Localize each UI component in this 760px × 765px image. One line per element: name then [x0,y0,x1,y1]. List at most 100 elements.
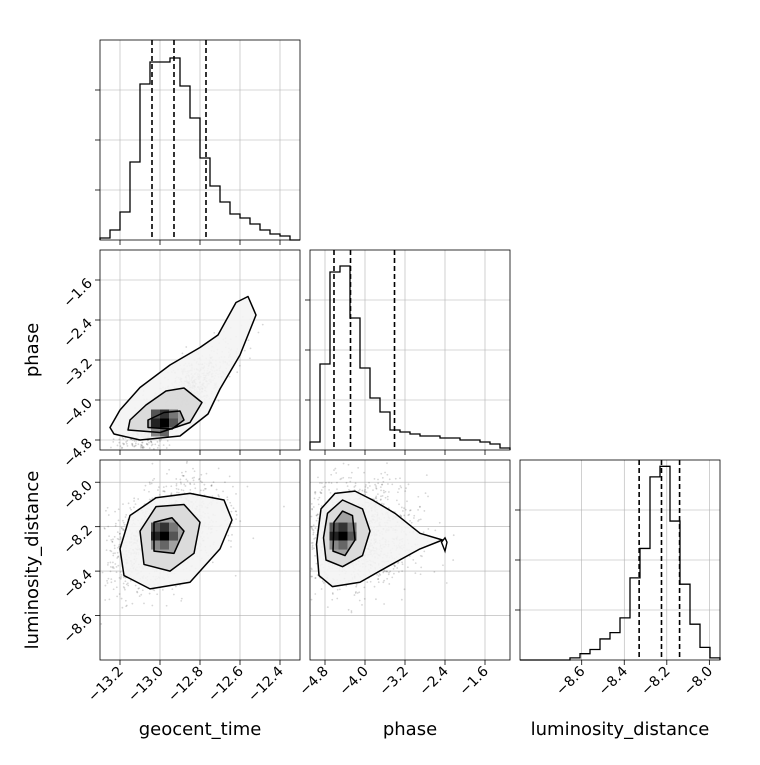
contour-geocent-time-phase-sample [116,444,119,447]
contour-geocent-time-luminosity-distance-sample [124,588,126,591]
contour-phase-luminosity-distance-sample [423,550,426,553]
contour-geocent-time-phase-sample [141,446,144,449]
contour-phase-luminosity-distance-sample [373,585,376,588]
contour-geocent-time-luminosity-distance-sample [163,490,165,493]
contour-geocent-time-phase-sample [142,447,144,450]
contour-geocent-time-luminosity-distance-sample [109,570,112,573]
contour-phase-luminosity-distance-sample [366,581,369,584]
contour-geocent-time-luminosity-distance-sample [119,536,122,539]
contour-geocent-time-luminosity-distance-sample [193,476,196,479]
contour-geocent-time-luminosity-distance-sample [104,599,107,601]
contour-geocent-time-luminosity-distance-sample [151,497,154,500]
contour-phase-luminosity-distance-sample [334,467,337,470]
contour-geocent-time-luminosity-distance-sample [107,561,109,564]
contour-geocent-time-luminosity-distance-sample [140,593,143,596]
contour-phase-luminosity-distance-contour-0 [315,490,444,588]
contour-phase-luminosity-distance-sample [375,485,377,488]
hist-geocent-time-bar-15 [250,224,260,240]
contour-phase-luminosity-distance-sample [377,478,379,481]
axis-luminosity-distance-xtick-label-3: −8.0 [681,664,716,699]
contour-phase-luminosity-distance-sample [387,507,390,509]
contour-geocent-time-luminosity-distance-sample [163,490,166,493]
contour-geocent-time-luminosity-distance-sample [170,485,173,488]
contour-geocent-time-phase-sample [141,446,144,449]
contour-geocent-time-luminosity-distance-sample [104,584,107,587]
hist-phase-bar-3 [340,266,350,450]
hist-geocent-time-xticks [119,240,281,245]
contour-geocent-time-phase-sample [142,445,145,448]
hist-phase-step [309,265,511,450]
contour-geocent-time-luminosity-distance-sample [157,489,159,491]
contour-geocent-time-luminosity-distance-sample [193,470,196,473]
contour-phase-luminosity-distance-sample [385,570,388,572]
contour-geocent-time-luminosity-distance-sample [121,527,123,530]
contour-phase-luminosity-distance-sample [316,513,319,516]
contour-geocent-time-luminosity-distance-sample [175,483,178,485]
contour-phase-luminosity-distance-sample [388,478,391,481]
contour-geocent-time-phase-sample [139,445,142,448]
contour-geocent-time-phase-sample [126,445,129,447]
contour-geocent-time-luminosity-distance-sample [153,477,156,480]
contour-geocent-time-luminosity-distance-sample [111,541,114,543]
contour-phase-luminosity-distance-sample [314,492,317,495]
contour-geocent-time-luminosity-distance-sample [151,479,154,482]
contour-phase-luminosity-distance-sample [321,580,324,583]
contour-geocent-time-luminosity-distance-sample [234,574,237,577]
axis-geocent-time-xticks: −13.2−13.0−12.8−12.6−12.4 [85,660,287,705]
contour-geocent-time-phase-sample [137,443,140,446]
contour-phase-luminosity-distance-core-cell-7 [329,540,339,550]
contour-geocent-time-luminosity-distance-sample [161,588,164,591]
contour-geocent-time-luminosity-distance-sample [133,500,135,502]
contour-phase-luminosity-distance-sample [401,510,404,512]
contour-geocent-time-luminosity-distance-sample [114,580,116,582]
contour-geocent-time-luminosity-distance-sample [109,549,112,552]
contour-geocent-time-luminosity-distance-sample [133,497,136,500]
contour-phase-luminosity-distance-sample [317,498,320,501]
axis-luminosity-distance-y-yticks: −8.0 −8.2 −8.4 −8.6 [60,478,100,646]
contour-phase-luminosity-distance-sample [420,566,423,569]
contour-geocent-time-phase-sample [135,439,138,442]
contour-phase-luminosity-distance-sample [310,575,313,578]
contour-phase-luminosity-distance-sample [375,497,378,500]
contour-phase-luminosity-distance-sample [314,576,317,579]
contour-phase-luminosity-distance-sample [364,491,366,493]
hist-luminosity-distance-bar-10 [620,618,630,660]
contour-phase-luminosity-distance-sample [310,598,313,601]
contour-phase-luminosity-distance-sample [354,592,357,594]
contour-phase-luminosity-distance-sample [314,491,317,493]
contour-geocent-time-phase-sample [247,339,250,342]
contour-geocent-time-luminosity-distance-sample [202,489,205,492]
contour-geocent-time-luminosity-distance-sample [119,532,121,535]
contour-geocent-time-phase-sample [156,440,159,443]
contour-geocent-time-luminosity-distance-sample [226,498,229,501]
contour-geocent-time-luminosity-distance-sample [182,474,185,477]
contour-phase-luminosity-distance-sample [418,518,420,521]
contour-geocent-time-luminosity-distance-sample [118,532,121,535]
contour-geocent-time-luminosity-distance-sample [122,519,124,522]
contour-geocent-time-phase-sample [118,438,121,441]
contour-phase-luminosity-distance-sample [311,548,314,550]
contour-geocent-time-luminosity-distance-sample [138,595,141,598]
contour-geocent-time-phase-sample [238,364,241,367]
contour-phase-luminosity-distance-island-0 [440,536,448,554]
axis-phase-xtick-label-4: −1.6 [456,663,491,698]
contour-geocent-time-luminosity-distance-sample [119,538,122,540]
contour-geocent-time-luminosity-distance-sample [108,535,110,538]
contour-geocent-time-luminosity-distance-sample [182,474,185,477]
contour-geocent-time-luminosity-distance-sample [170,493,172,496]
contour-geocent-time-luminosity-distance-sample [227,539,230,542]
contour-phase-luminosity-distance-sample [396,567,399,569]
contour-phase-luminosity-distance-sample [383,603,385,605]
contour-phase-luminosity-distance-sample [395,499,398,502]
contour-phase-luminosity-distance-sample [391,576,394,579]
contour-geocent-time-phase-sample [159,440,161,442]
contour-geocent-time-luminosity-distance-sample [283,505,285,508]
contour-geocent-time-phase-sample [126,439,129,442]
contour-geocent-time-luminosity-distance-sample [107,577,110,580]
contour-phase-luminosity-distance-sample [331,593,334,595]
contour-geocent-time-phase-sample [141,444,143,447]
contour-geocent-time-luminosity-distance-sample [116,531,119,534]
contour-phase-luminosity-distance-sample [399,485,402,487]
contour-geocent-time-luminosity-distance-sample [107,514,110,516]
contour-geocent-time-phase-sample [133,445,136,448]
